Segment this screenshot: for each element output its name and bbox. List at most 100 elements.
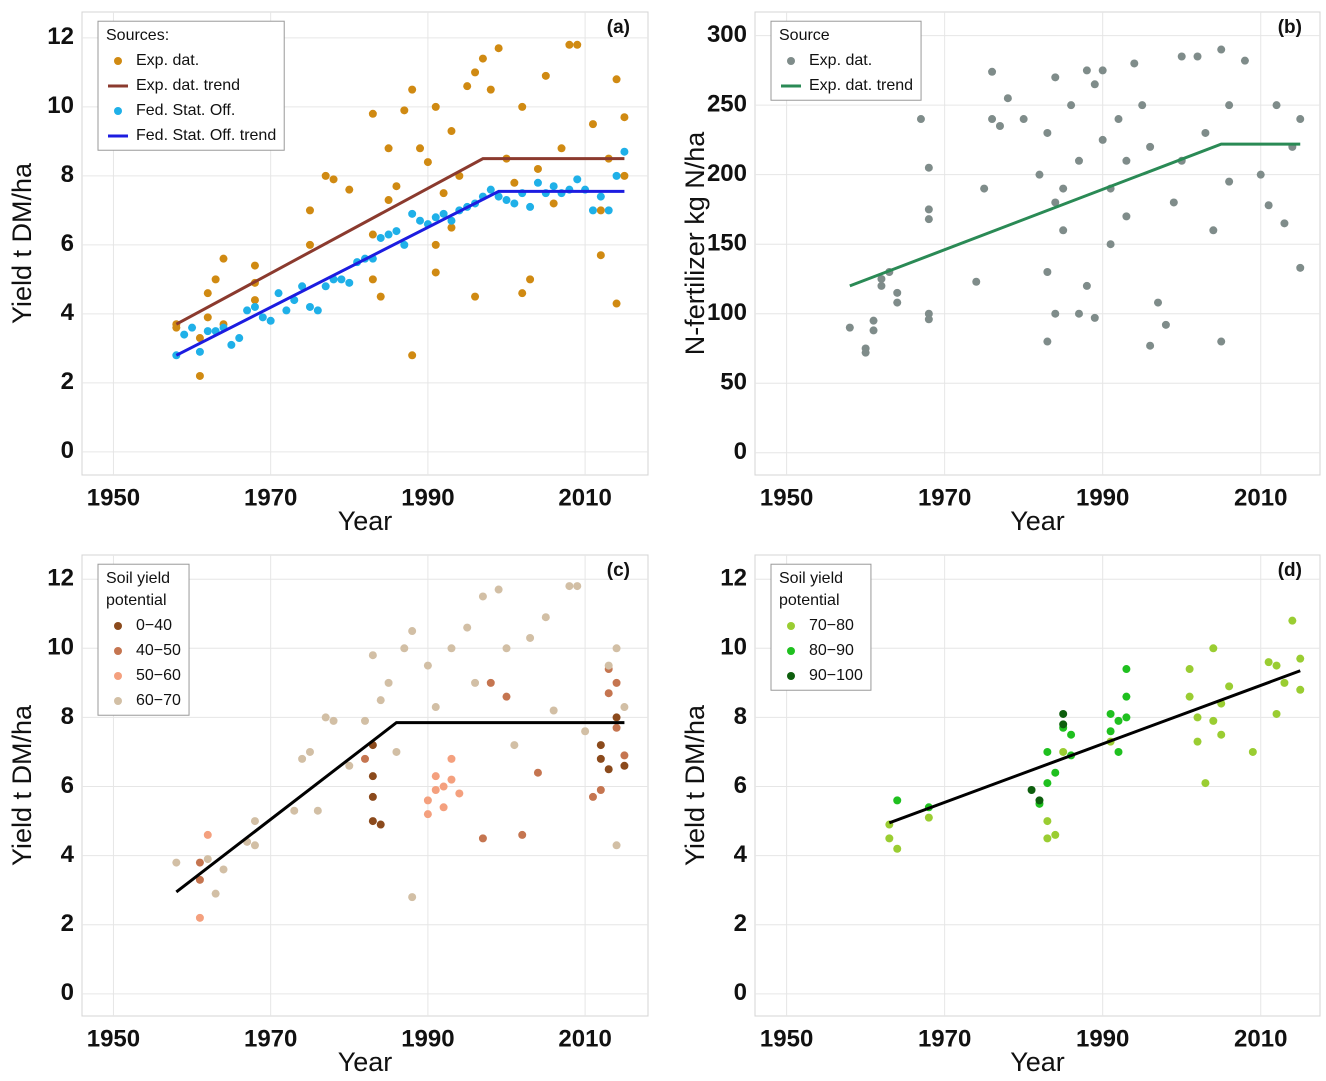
data-point	[203, 855, 212, 864]
legend-title: Soil yield	[106, 570, 170, 587]
data-point	[1122, 156, 1131, 165]
data-point	[612, 841, 621, 850]
data-point	[549, 199, 558, 208]
data-point	[313, 306, 322, 315]
data-point	[1138, 101, 1147, 110]
legend-label: Exp. dat. trend	[136, 77, 240, 94]
data-point	[431, 213, 440, 222]
data-point	[893, 796, 902, 805]
data-point	[1272, 101, 1281, 110]
data-point	[313, 806, 322, 815]
trend-line	[849, 142, 1301, 288]
data-point	[250, 296, 259, 305]
data-point	[526, 275, 535, 284]
data-point	[471, 678, 480, 687]
data-point	[518, 830, 527, 839]
data-point	[1217, 730, 1226, 739]
data-point	[1019, 115, 1028, 124]
data-point	[423, 796, 432, 805]
data-point	[203, 313, 212, 322]
data-point	[1154, 298, 1163, 307]
legend-title: potential	[106, 592, 167, 609]
data-point	[1146, 142, 1155, 151]
legend: Soil yield potential 70−80 80−90 90−100	[770, 563, 872, 691]
data-point	[1264, 658, 1273, 667]
data-point	[877, 281, 886, 290]
legend-content: Source Exp. dat. Exp. dat. trend	[779, 27, 913, 94]
data-point	[478, 54, 487, 63]
data-point	[1059, 226, 1068, 235]
data-point	[400, 240, 409, 249]
data-point	[596, 785, 605, 794]
data-point	[1067, 101, 1076, 110]
data-point	[408, 85, 417, 94]
data-point	[573, 582, 582, 591]
data-point	[463, 82, 472, 91]
data-point	[423, 158, 432, 167]
data-point	[588, 792, 597, 801]
data-point	[1051, 768, 1060, 777]
legend: Source Exp. dat. Exp. dat. trend	[770, 20, 922, 101]
data-point	[368, 109, 377, 118]
data-point	[1051, 309, 1060, 318]
data-point	[1043, 747, 1052, 756]
trend-line	[175, 157, 625, 326]
legend-swatch	[787, 57, 795, 65]
data-point	[431, 102, 440, 111]
data-point	[384, 196, 393, 205]
data-point	[290, 296, 299, 305]
legend-swatch	[114, 57, 122, 65]
y-tick-label: 10	[720, 634, 747, 661]
data-point	[321, 713, 330, 722]
y-tick-label: 8	[61, 161, 74, 188]
data-point	[1201, 779, 1210, 788]
y-axis-title: Yield t DM/ha	[680, 704, 710, 866]
y-tick-label: 10	[47, 92, 74, 119]
x-tick-label: 1970	[244, 1025, 297, 1052]
data-point	[172, 858, 181, 867]
data-point	[612, 713, 621, 722]
data-point	[588, 120, 597, 129]
y-tick-label: 250	[707, 90, 747, 117]
data-point	[557, 144, 566, 153]
data-point	[1248, 747, 1257, 756]
data-point	[439, 189, 448, 198]
data-point	[329, 175, 338, 184]
data-point	[573, 40, 582, 49]
data-point	[1217, 337, 1226, 346]
x-tick-label: 1950	[87, 1025, 140, 1052]
legend-label: 90−100	[809, 667, 863, 684]
data-point	[596, 754, 605, 763]
x-tick-label: 1990	[1076, 1025, 1129, 1052]
data-point	[596, 192, 605, 201]
data-point	[988, 67, 997, 76]
legend-label: 40−50	[136, 642, 181, 659]
data-point	[376, 696, 385, 705]
data-point	[1106, 727, 1115, 736]
data-point	[345, 278, 354, 287]
data-point	[416, 216, 425, 225]
data-point	[1296, 654, 1305, 663]
data-point	[620, 751, 629, 760]
data-point	[478, 592, 487, 601]
data-point	[423, 661, 432, 670]
y-tick-label: 12	[47, 565, 74, 592]
y-tick-label: 0	[734, 438, 747, 465]
data-point	[1106, 709, 1115, 718]
data-point	[1059, 709, 1068, 718]
data-point	[1043, 128, 1052, 137]
data-point	[305, 206, 314, 215]
data-point	[195, 858, 204, 867]
legend-title: Sources:	[106, 27, 169, 44]
data-point	[533, 164, 542, 173]
panel: 1950 1970 1990 2010 0 2 4 6 8 10 12 Year Yield t DM/…	[7, 554, 649, 1077]
data-point	[1288, 616, 1297, 625]
data-point	[486, 185, 495, 194]
data-point	[612, 678, 621, 687]
legend: Soil yield potential 0−40 40−50 50−60 60−70	[97, 563, 190, 716]
data-point	[431, 785, 440, 794]
data-point	[486, 678, 495, 687]
data-point	[439, 782, 448, 791]
data-point	[368, 772, 377, 781]
